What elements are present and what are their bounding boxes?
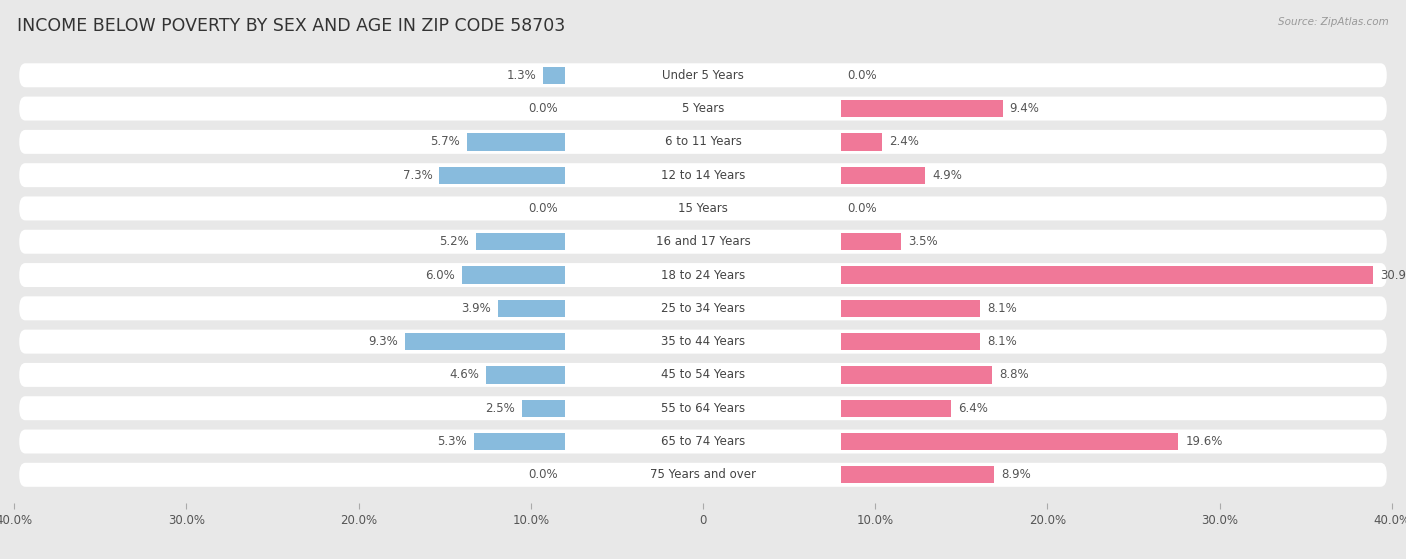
Bar xyxy=(841,433,1178,450)
FancyBboxPatch shape xyxy=(20,363,1386,387)
Bar xyxy=(467,133,565,150)
Text: 6.0%: 6.0% xyxy=(425,268,456,282)
FancyBboxPatch shape xyxy=(20,97,1386,121)
FancyBboxPatch shape xyxy=(20,63,1386,87)
Text: 5 Years: 5 Years xyxy=(682,102,724,115)
Text: 30.9%: 30.9% xyxy=(1379,268,1406,282)
Bar xyxy=(841,466,994,484)
Text: 45 to 54 Years: 45 to 54 Years xyxy=(661,368,745,381)
Text: 0.0%: 0.0% xyxy=(529,102,558,115)
Text: 0.0%: 0.0% xyxy=(529,468,558,481)
Legend: Male, Female: Male, Female xyxy=(636,555,770,559)
Bar xyxy=(486,366,565,383)
FancyBboxPatch shape xyxy=(20,429,1386,453)
Text: 3.5%: 3.5% xyxy=(908,235,938,248)
Text: 5.3%: 5.3% xyxy=(437,435,467,448)
Text: 8.8%: 8.8% xyxy=(1000,368,1029,381)
FancyBboxPatch shape xyxy=(20,396,1386,420)
Text: 4.9%: 4.9% xyxy=(932,169,962,182)
FancyBboxPatch shape xyxy=(20,296,1386,320)
Text: 1.3%: 1.3% xyxy=(506,69,536,82)
Text: 75 Years and over: 75 Years and over xyxy=(650,468,756,481)
Text: 55 to 64 Years: 55 to 64 Years xyxy=(661,402,745,415)
Bar xyxy=(841,167,925,184)
Text: 7.3%: 7.3% xyxy=(404,169,433,182)
Bar xyxy=(440,167,565,184)
Text: 9.3%: 9.3% xyxy=(368,335,398,348)
Bar xyxy=(841,233,901,250)
Text: 6 to 11 Years: 6 to 11 Years xyxy=(665,135,741,148)
FancyBboxPatch shape xyxy=(20,230,1386,254)
Text: Under 5 Years: Under 5 Years xyxy=(662,69,744,82)
FancyBboxPatch shape xyxy=(20,330,1386,354)
Text: 3.9%: 3.9% xyxy=(461,302,491,315)
FancyBboxPatch shape xyxy=(20,163,1386,187)
Bar xyxy=(522,400,565,417)
Text: 5.2%: 5.2% xyxy=(439,235,468,248)
Text: 0.0%: 0.0% xyxy=(848,69,877,82)
Text: 19.6%: 19.6% xyxy=(1185,435,1223,448)
Text: 2.4%: 2.4% xyxy=(889,135,920,148)
Bar xyxy=(461,267,565,284)
Text: INCOME BELOW POVERTY BY SEX AND AGE IN ZIP CODE 58703: INCOME BELOW POVERTY BY SEX AND AGE IN Z… xyxy=(17,17,565,35)
Bar xyxy=(841,133,882,150)
Bar xyxy=(841,333,980,350)
Text: 8.1%: 8.1% xyxy=(987,302,1017,315)
FancyBboxPatch shape xyxy=(20,196,1386,220)
Text: 25 to 34 Years: 25 to 34 Years xyxy=(661,302,745,315)
Text: 8.9%: 8.9% xyxy=(1001,468,1031,481)
Bar xyxy=(475,233,565,250)
Text: 4.6%: 4.6% xyxy=(450,368,479,381)
Bar xyxy=(841,300,980,317)
Text: 6.4%: 6.4% xyxy=(957,402,988,415)
Bar xyxy=(543,67,565,84)
Text: 65 to 74 Years: 65 to 74 Years xyxy=(661,435,745,448)
Bar xyxy=(405,333,565,350)
Bar xyxy=(498,300,565,317)
FancyBboxPatch shape xyxy=(20,463,1386,487)
FancyBboxPatch shape xyxy=(20,130,1386,154)
Text: 35 to 44 Years: 35 to 44 Years xyxy=(661,335,745,348)
Text: 15 Years: 15 Years xyxy=(678,202,728,215)
Text: 9.4%: 9.4% xyxy=(1010,102,1039,115)
Text: 5.7%: 5.7% xyxy=(430,135,460,148)
Bar xyxy=(474,433,565,450)
Text: 2.5%: 2.5% xyxy=(485,402,515,415)
Bar xyxy=(841,366,993,383)
Text: 0.0%: 0.0% xyxy=(848,202,877,215)
Text: 8.1%: 8.1% xyxy=(987,335,1017,348)
Text: Source: ZipAtlas.com: Source: ZipAtlas.com xyxy=(1278,17,1389,27)
Text: 18 to 24 Years: 18 to 24 Years xyxy=(661,268,745,282)
FancyBboxPatch shape xyxy=(20,263,1386,287)
Text: 12 to 14 Years: 12 to 14 Years xyxy=(661,169,745,182)
Text: 0.0%: 0.0% xyxy=(529,202,558,215)
Bar xyxy=(841,267,1374,284)
Bar xyxy=(841,400,950,417)
Text: 16 and 17 Years: 16 and 17 Years xyxy=(655,235,751,248)
Bar xyxy=(841,100,1002,117)
